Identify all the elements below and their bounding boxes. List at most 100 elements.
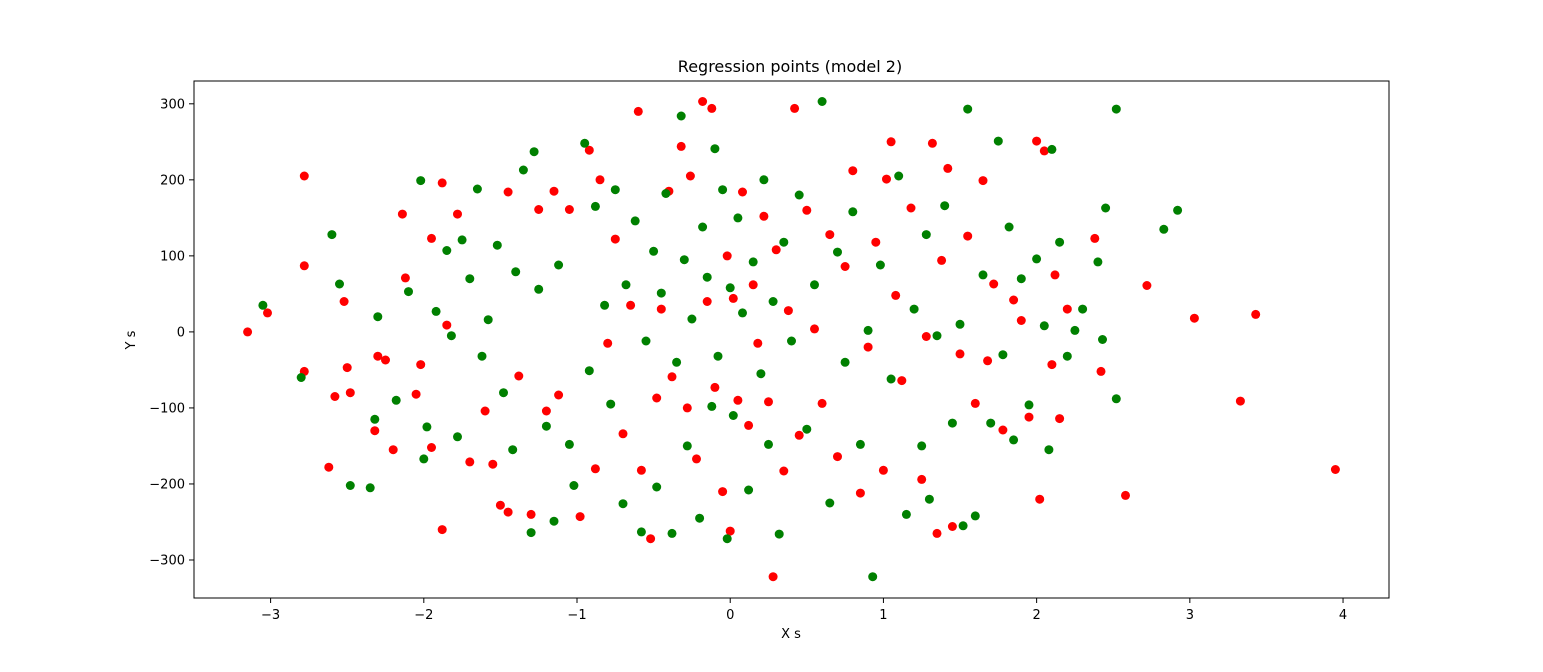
- scatter-point: [779, 466, 789, 476]
- scatter-point: [733, 213, 743, 223]
- scatter-point: [1078, 304, 1088, 314]
- scatter-point: [1098, 335, 1107, 344]
- scatter-point: [243, 327, 253, 337]
- scatter-point: [603, 338, 613, 348]
- scatter-point: [1090, 233, 1100, 243]
- scatter-point: [1093, 257, 1103, 267]
- scatter-point: [427, 443, 436, 452]
- scatter-point: [416, 176, 426, 186]
- scatter-point: [725, 526, 735, 536]
- scatter-point: [503, 187, 513, 197]
- scatter-point: [508, 445, 518, 455]
- scatter-point: [397, 209, 407, 219]
- scatter-point: [986, 418, 996, 428]
- scatter-point: [422, 422, 432, 432]
- scatter-point: [998, 350, 1008, 360]
- scatter-point: [1159, 224, 1169, 234]
- scatter-point: [927, 138, 937, 148]
- scatter-point: [345, 481, 355, 490]
- scatter-point: [759, 175, 769, 185]
- scatter-point: [947, 418, 957, 428]
- x-tick-label: 2: [1032, 608, 1040, 623]
- scatter-point: [656, 288, 666, 298]
- scatter-point: [687, 314, 697, 324]
- scatter-point: [685, 171, 695, 181]
- scatter-point: [621, 280, 631, 290]
- scatter-point: [728, 293, 738, 303]
- scatter-point: [661, 189, 671, 198]
- scatter-point: [764, 397, 773, 407]
- scatter-point: [810, 280, 819, 290]
- scatter-point: [636, 527, 646, 537]
- scatter-point: [906, 203, 916, 213]
- scatter-point: [391, 395, 401, 405]
- scatter-point: [518, 165, 528, 175]
- scatter-point: [584, 366, 594, 376]
- scatter-point: [1096, 366, 1106, 376]
- scatter-point: [692, 454, 701, 464]
- scatter-point: [541, 421, 551, 431]
- scatter-point: [511, 267, 521, 277]
- scatter-point: [437, 178, 447, 188]
- scatter-point: [1047, 360, 1057, 370]
- scatter-point: [774, 529, 784, 539]
- scatter-point: [833, 247, 842, 257]
- scatter-point: [679, 255, 689, 265]
- x-tick-label: 3: [1186, 608, 1194, 623]
- scatter-point: [917, 441, 927, 451]
- scatter-point: [722, 534, 732, 544]
- scatter-point: [580, 138, 590, 148]
- scatter-point: [652, 482, 662, 492]
- scatter-point: [564, 439, 574, 449]
- chart-title: Regression points (model 2): [678, 57, 902, 76]
- scatter-point: [453, 209, 462, 219]
- scatter-point: [932, 331, 942, 341]
- scatter-point: [794, 190, 804, 200]
- scatter-point: [1004, 222, 1014, 232]
- scatter-point: [1016, 316, 1026, 325]
- scatter-point: [698, 97, 708, 106]
- scatter-point: [427, 233, 436, 243]
- scatter-point: [748, 257, 758, 267]
- scatter-point: [937, 255, 947, 265]
- scatter-point: [825, 498, 835, 508]
- scatter-point: [499, 388, 508, 398]
- scatter-point: [901, 509, 911, 519]
- scatter-point: [492, 240, 502, 250]
- scatter-point: [465, 457, 475, 467]
- scatter-point: [707, 103, 717, 113]
- scatter-point: [909, 304, 919, 314]
- scatter-point: [943, 163, 953, 173]
- scatter-point: [744, 485, 754, 495]
- scatter-point: [855, 488, 865, 498]
- scatter-point: [1111, 394, 1121, 404]
- scatter-point: [477, 351, 487, 361]
- scatter-point: [453, 432, 462, 442]
- x-axis-ticks: −3 −2 −1 0 1 2 3 4: [261, 598, 1347, 623]
- scatter-point: [710, 382, 720, 392]
- plot-area-frame: [193, 80, 1390, 599]
- scatter-point: [554, 390, 564, 400]
- scatter-point: [722, 251, 732, 261]
- scatter-point: [756, 369, 766, 379]
- scatter-point: [549, 516, 559, 526]
- scatter-point: [817, 398, 827, 408]
- scatter-point: [868, 572, 878, 582]
- scatter-point: [1039, 146, 1049, 156]
- scatter-point: [733, 395, 743, 405]
- scatter-point: [400, 273, 410, 283]
- scatter-point: [1009, 435, 1019, 445]
- scatter-point: [330, 392, 340, 401]
- scatter-point: [1121, 490, 1130, 500]
- scatter-point: [676, 141, 686, 151]
- x-tick-label: 4: [1339, 608, 1347, 623]
- scatter-point: [503, 507, 513, 517]
- scatter-point: [1032, 136, 1042, 146]
- y-tick-label: 300: [160, 97, 185, 112]
- scatter-point: [1055, 237, 1065, 247]
- scatter-point: [702, 272, 712, 282]
- scatter-point: [365, 483, 375, 493]
- x-tick-label: 1: [879, 608, 887, 623]
- scatter-point: [695, 513, 705, 523]
- scatter-point: [600, 300, 610, 310]
